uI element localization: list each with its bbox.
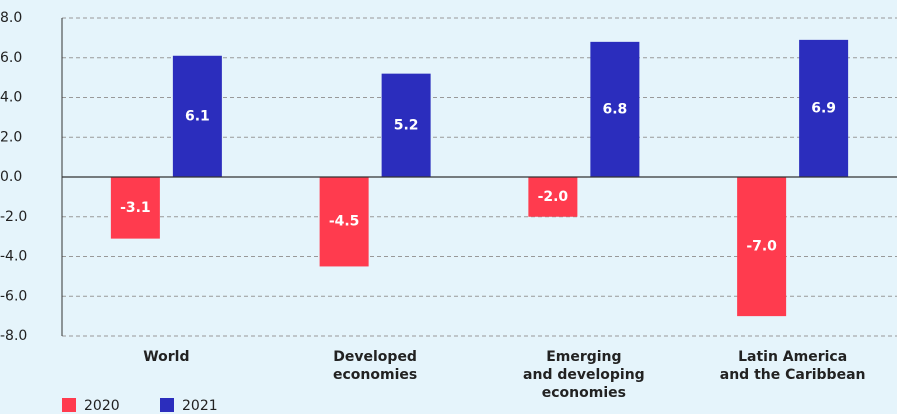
value-label: -7.0 (746, 239, 777, 255)
value-label: -3.1 (120, 200, 151, 216)
value-label: 5.2 (394, 117, 419, 133)
legend-label: 2021 (182, 398, 218, 414)
y-tick-label: -8.0 (0, 328, 27, 344)
legend-label: 2020 (84, 398, 120, 414)
y-tick-label: -2.0 (0, 209, 27, 225)
y-tick-label: 4.0 (0, 90, 22, 106)
value-label: 6.1 (185, 108, 210, 124)
value-label: 6.8 (602, 101, 627, 117)
legend-swatch (160, 398, 174, 412)
bar (381, 73, 431, 177)
bar (319, 177, 369, 267)
bar (737, 177, 787, 317)
value-label: -2.0 (538, 189, 569, 205)
y-tick-label: 6.0 (0, 50, 22, 66)
x-tick-label: Developed economies (333, 349, 418, 383)
x-tick-label: Latin America and the Caribbean (719, 349, 866, 383)
bar (590, 41, 640, 177)
bar (528, 177, 578, 217)
bar (110, 177, 160, 239)
value-label: 6.9 (811, 100, 836, 116)
y-tick-label: 0.0 (0, 169, 22, 185)
value-label: -4.5 (329, 214, 360, 230)
y-tick-label: -6.0 (0, 288, 27, 304)
x-tick-label: World (143, 349, 190, 365)
legend-swatch (62, 398, 76, 412)
y-tick-label: 8.0 (0, 10, 22, 26)
bar (799, 39, 849, 177)
bar (172, 55, 222, 178)
y-tick-label: 2.0 (0, 129, 22, 145)
x-tick-label: Emerging and developing economies (523, 349, 645, 401)
y-tick-label: -4.0 (0, 249, 27, 265)
